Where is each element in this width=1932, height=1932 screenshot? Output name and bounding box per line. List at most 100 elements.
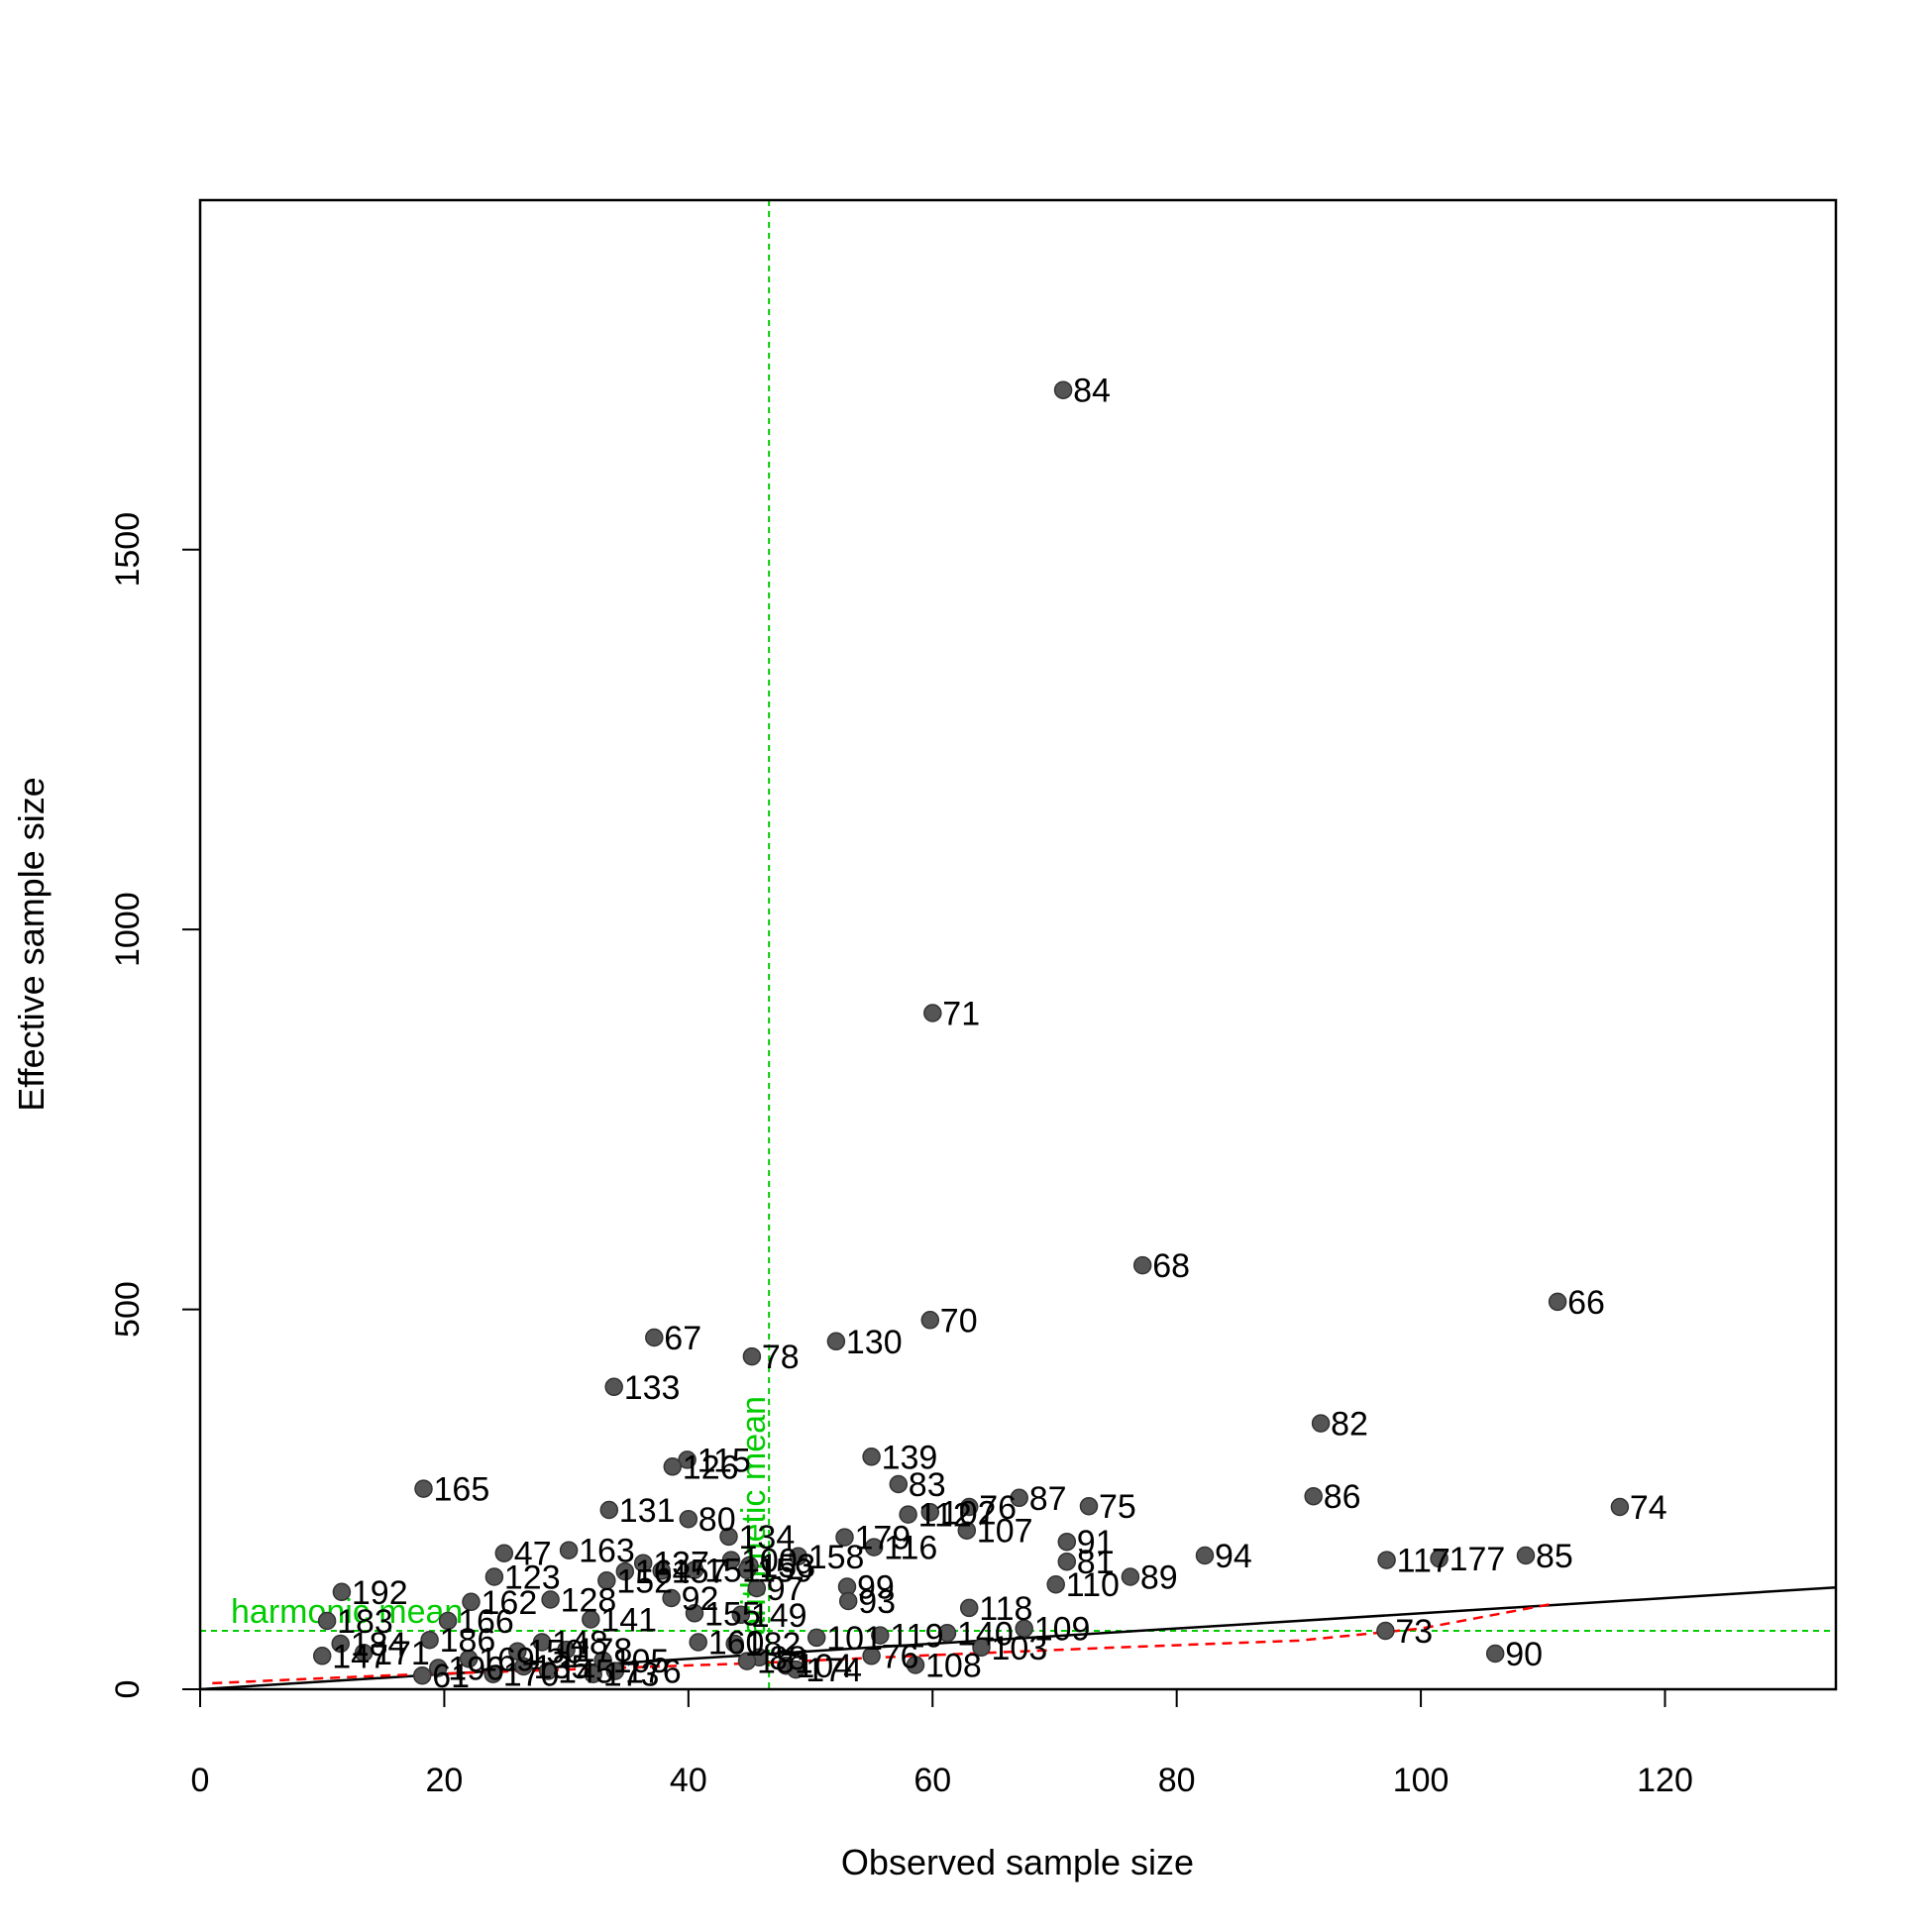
data-point-148 (532, 1633, 552, 1652)
data-point-117 (1377, 1551, 1396, 1569)
point-label-134: 134 (739, 1519, 796, 1556)
data-point-183 (317, 1611, 337, 1631)
x-tick-label-40: 40 (670, 1762, 707, 1799)
data-point-87 (1010, 1488, 1028, 1508)
y-tick-label-1500: 1500 (109, 512, 147, 588)
data-point-159 (737, 1560, 757, 1579)
data-point-166 (438, 1611, 458, 1631)
point-label-150: 150 (527, 1634, 584, 1671)
point-label-184: 184 (351, 1626, 407, 1664)
point-label-196: 196 (448, 1651, 504, 1688)
data-point-81 (1057, 1552, 1077, 1571)
point-label-73: 73 (1395, 1613, 1433, 1651)
data-point-61 (412, 1665, 432, 1685)
point-label-105: 105 (613, 1643, 670, 1680)
data-point-93 (838, 1591, 858, 1611)
data-point-173 (584, 1664, 602, 1683)
point-label-92: 92 (682, 1580, 719, 1618)
data-point-134 (719, 1527, 738, 1547)
point-label-173: 173 (603, 1657, 660, 1694)
point-label-83: 83 (909, 1466, 946, 1504)
data-point-66 (1548, 1292, 1567, 1312)
data-point-71 (923, 1004, 942, 1022)
point-label-140: 140 (957, 1615, 1014, 1653)
point-label-104: 104 (796, 1648, 852, 1685)
point-label-112: 112 (918, 1497, 972, 1535)
point-label-178: 178 (577, 1632, 633, 1669)
data-point-178 (557, 1640, 576, 1660)
point-label-183: 183 (337, 1603, 393, 1641)
point-label-118: 118 (979, 1590, 1032, 1628)
point-label-87: 87 (1029, 1480, 1067, 1518)
data-point-108 (906, 1656, 925, 1674)
point-label-93: 93 (858, 1583, 896, 1621)
data-point-196 (429, 1659, 448, 1677)
data-point-67 (645, 1328, 664, 1347)
point-label-85: 85 (1536, 1538, 1573, 1575)
point-label-115: 115 (698, 1442, 751, 1479)
point-label-75: 75 (1099, 1488, 1136, 1526)
point-label-149: 149 (751, 1597, 807, 1635)
point-label-133: 133 (624, 1369, 681, 1407)
data-point-102 (920, 1503, 940, 1522)
x-tick-label-20: 20 (426, 1762, 464, 1799)
point-label-182: 182 (745, 1626, 802, 1664)
data-point-149 (731, 1605, 751, 1625)
data-point-186 (420, 1630, 439, 1650)
data-point-131 (599, 1500, 619, 1520)
point-label-80: 80 (698, 1501, 736, 1539)
data-point-179 (835, 1528, 854, 1547)
y-tick-label-1000: 1000 (109, 892, 147, 967)
point-label-102: 102 (940, 1494, 997, 1532)
point-label-165: 165 (434, 1471, 490, 1509)
point-label-163: 163 (579, 1533, 635, 1570)
point-label-128: 128 (561, 1582, 617, 1620)
point-label-155: 155 (704, 1595, 761, 1633)
data-point-158 (789, 1547, 807, 1566)
point-label-116: 116 (884, 1530, 937, 1567)
data-point-47 (494, 1544, 514, 1562)
point-label-186: 186 (440, 1622, 496, 1660)
point-label-171: 171 (374, 1635, 430, 1672)
x-tick-label-80: 80 (1158, 1762, 1196, 1799)
point-label-135: 135 (534, 1649, 590, 1686)
data-point-109 (1015, 1619, 1033, 1638)
point-label-47: 47 (514, 1536, 552, 1573)
x-axis-title: Observed sample size (841, 1842, 1194, 1882)
data-point-115 (678, 1450, 697, 1469)
point-label-174: 174 (805, 1652, 862, 1689)
y-axis-title: Effective sample size (11, 777, 52, 1111)
data-point-140 (937, 1624, 957, 1643)
data-point-112 (899, 1505, 917, 1524)
point-label-81: 81 (1077, 1544, 1115, 1581)
point-label-90: 90 (1505, 1636, 1543, 1673)
data-point-151 (685, 1560, 704, 1579)
point-label-97: 97 (767, 1570, 805, 1608)
point-label-86: 86 (1324, 1478, 1361, 1516)
point-label-110: 110 (1066, 1566, 1120, 1604)
point-label-89: 89 (1140, 1559, 1178, 1597)
point-label-137: 137 (653, 1546, 709, 1583)
data-point-184 (331, 1634, 350, 1654)
data-point-123 (484, 1567, 504, 1586)
y-tick-label-500: 500 (109, 1281, 147, 1338)
data-point-165 (414, 1479, 433, 1498)
point-label-148: 148 (552, 1625, 608, 1663)
x-tick-label-120: 120 (1637, 1762, 1693, 1799)
point-label-157: 157 (672, 1553, 728, 1590)
point-label-107: 107 (977, 1513, 1033, 1551)
point-label-152: 152 (616, 1562, 673, 1600)
data-point-164 (615, 1561, 635, 1581)
data-point-85 (1516, 1546, 1536, 1565)
data-point-84 (1053, 380, 1073, 399)
data-point-89 (1121, 1567, 1140, 1586)
point-label-78: 78 (762, 1339, 800, 1376)
data-point-82 (1311, 1414, 1331, 1433)
data-point-169 (459, 1650, 479, 1668)
point-label-179: 179 (855, 1520, 912, 1557)
point-label-151: 151 (704, 1553, 761, 1590)
data-point-141 (582, 1610, 600, 1629)
data-point-75 (1079, 1496, 1099, 1516)
